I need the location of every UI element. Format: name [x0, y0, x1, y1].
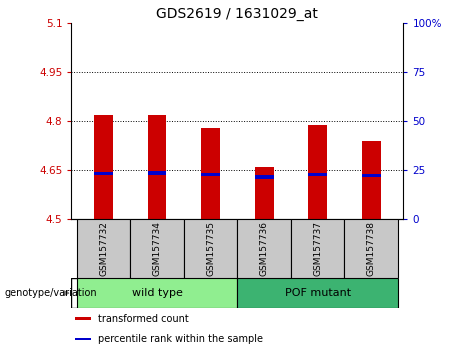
- Bar: [75, 338, 91, 340]
- Bar: [344, 219, 398, 278]
- Text: percentile rank within the sample: percentile rank within the sample: [98, 334, 263, 344]
- Text: GSM157735: GSM157735: [206, 221, 215, 276]
- Bar: [201, 128, 220, 219]
- Bar: [291, 219, 344, 278]
- Text: genotype/variation: genotype/variation: [5, 288, 97, 298]
- Bar: [255, 167, 273, 219]
- Text: transformed count: transformed count: [98, 314, 189, 324]
- Bar: [362, 141, 381, 219]
- Bar: [237, 219, 291, 278]
- Bar: [184, 219, 237, 278]
- Bar: [77, 219, 130, 278]
- Bar: [148, 115, 166, 219]
- Text: POF mutant: POF mutant: [284, 288, 351, 298]
- Bar: [75, 318, 91, 320]
- Bar: [130, 219, 184, 278]
- Bar: [94, 115, 113, 219]
- Title: GDS2619 / 1631029_at: GDS2619 / 1631029_at: [156, 7, 319, 21]
- Text: GSM157738: GSM157738: [367, 221, 376, 276]
- Bar: [77, 278, 237, 308]
- Bar: [255, 175, 273, 178]
- Text: wild type: wild type: [132, 288, 183, 298]
- Bar: [237, 278, 398, 308]
- Bar: [148, 171, 166, 175]
- Text: GSM157732: GSM157732: [99, 221, 108, 276]
- Text: GSM157734: GSM157734: [153, 221, 162, 276]
- Bar: [362, 174, 381, 177]
- Text: GSM157736: GSM157736: [260, 221, 269, 276]
- Bar: [308, 173, 327, 176]
- Bar: [94, 172, 113, 175]
- Bar: [308, 125, 327, 219]
- Bar: [201, 173, 220, 176]
- Text: GSM157737: GSM157737: [313, 221, 322, 276]
